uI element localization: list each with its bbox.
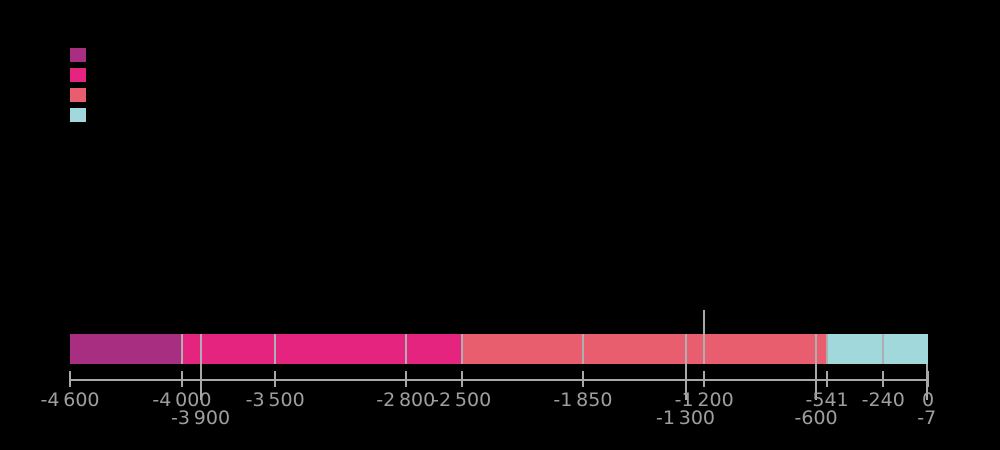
legend-swatch-2: [70, 68, 86, 82]
axis-line: [70, 379, 928, 381]
legend-swatch-4: [70, 108, 86, 122]
tick-mark: [460, 371, 463, 387]
tick-label: -1 850: [553, 389, 613, 411]
grid-line: [199, 334, 202, 364]
tick-label: -4 000: [152, 389, 212, 411]
tick-mark: [274, 371, 277, 387]
tick-mark: [581, 371, 584, 387]
tick-mark: [199, 364, 202, 400]
bar-segment-4: [827, 334, 928, 364]
tick-label: -3 900: [171, 407, 231, 429]
grid-line: [404, 334, 407, 364]
grid-line: [460, 334, 463, 364]
legend-swatch-3: [70, 88, 86, 102]
grid-line: [684, 334, 687, 364]
tick-label: -4 600: [40, 389, 100, 411]
tick-label: -541: [805, 389, 849, 411]
annotation-line: [703, 310, 706, 334]
tick-label: -2 500: [432, 389, 492, 411]
tick-mark: [703, 371, 706, 387]
grid-line: [703, 334, 706, 364]
tick-label: -3 500: [245, 389, 305, 411]
bar-segment-3: [461, 334, 828, 364]
tick-mark: [826, 371, 829, 387]
tick-label: -1 200: [674, 389, 734, 411]
tick-mark: [815, 364, 818, 400]
tick-label: -2 800: [376, 389, 436, 411]
tick-label: -1 300: [656, 407, 716, 429]
tick-label: 0: [921, 389, 935, 411]
tick-mark: [684, 364, 687, 400]
grid-line: [581, 334, 584, 364]
grid-line: [274, 334, 277, 364]
tick-mark: [927, 371, 929, 387]
tick-mark: [69, 371, 71, 387]
grid-line: [882, 334, 885, 364]
bar-segment-1: [70, 334, 182, 364]
tick-mark: [925, 364, 928, 400]
grid-line: [180, 334, 183, 364]
tick-label: -7: [917, 407, 937, 429]
legend-swatch-1: [70, 48, 86, 62]
tick-mark: [180, 371, 183, 387]
grid-line: [826, 334, 829, 364]
tick-label: -600: [794, 407, 838, 429]
tick-mark: [882, 371, 885, 387]
bar-segment-2: [181, 334, 462, 364]
tick-mark: [404, 371, 407, 387]
grid-line: [815, 334, 818, 364]
tick-label: -240: [861, 389, 905, 411]
